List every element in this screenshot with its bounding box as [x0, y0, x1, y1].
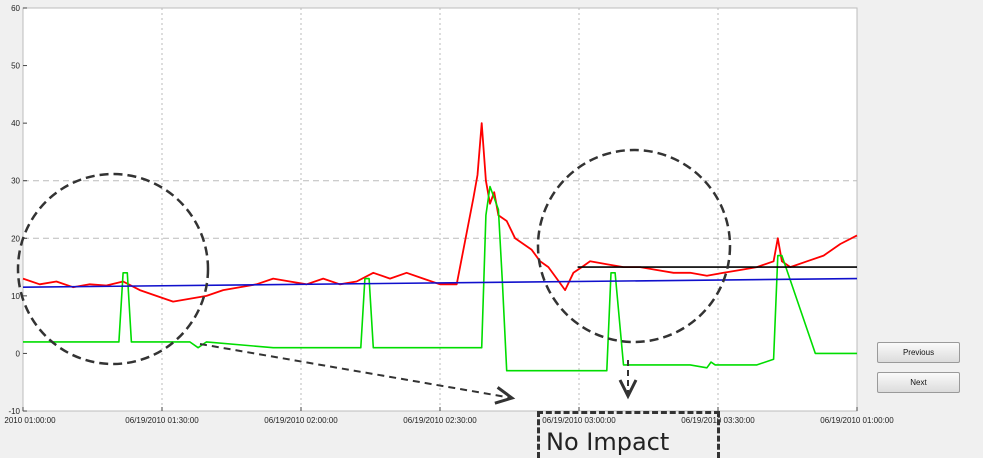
- no-impact-label: No Impact: [537, 411, 720, 458]
- series-line-0: [22, 122, 858, 303]
- x-tick-label: 06/19/2010 02:30:00: [403, 416, 477, 425]
- y-axis: -10 0 10 20 30 40 50 60: [8, 4, 27, 416]
- y-tick-label: 30: [11, 177, 20, 186]
- y-tick-label: 50: [11, 62, 20, 71]
- grid: [23, 8, 857, 411]
- x-tick-label: 06/19/2010 01:30:00: [125, 416, 199, 425]
- y-tick-label: -10: [8, 407, 20, 416]
- series-layer: [22, 122, 858, 372]
- series-line-2: [22, 277, 858, 288]
- x-tick-label: 2010 01:00:00: [4, 416, 56, 425]
- previous-button[interactable]: Previous: [877, 342, 960, 363]
- next-button[interactable]: Next: [877, 372, 960, 393]
- y-tick-label: 60: [11, 4, 20, 13]
- highlight-circle-left: [16, 172, 210, 366]
- y-tick-label: 20: [11, 234, 20, 243]
- series-line-1: [23, 185, 857, 372]
- x-tick-label: 06/19/2010 01:00:00: [820, 416, 894, 425]
- y-tick-label: 0: [16, 349, 21, 358]
- x-tick-label: 06/19/2010 03:00:00: [542, 416, 616, 425]
- y-tick-label: 40: [11, 119, 20, 128]
- highlight-circle-right: [536, 148, 732, 344]
- y-tick-label: 10: [11, 292, 20, 301]
- x-tick-label: 06/19/2010 02:00:00: [264, 416, 338, 425]
- annotation-arrow-diagonal: [199, 343, 516, 405]
